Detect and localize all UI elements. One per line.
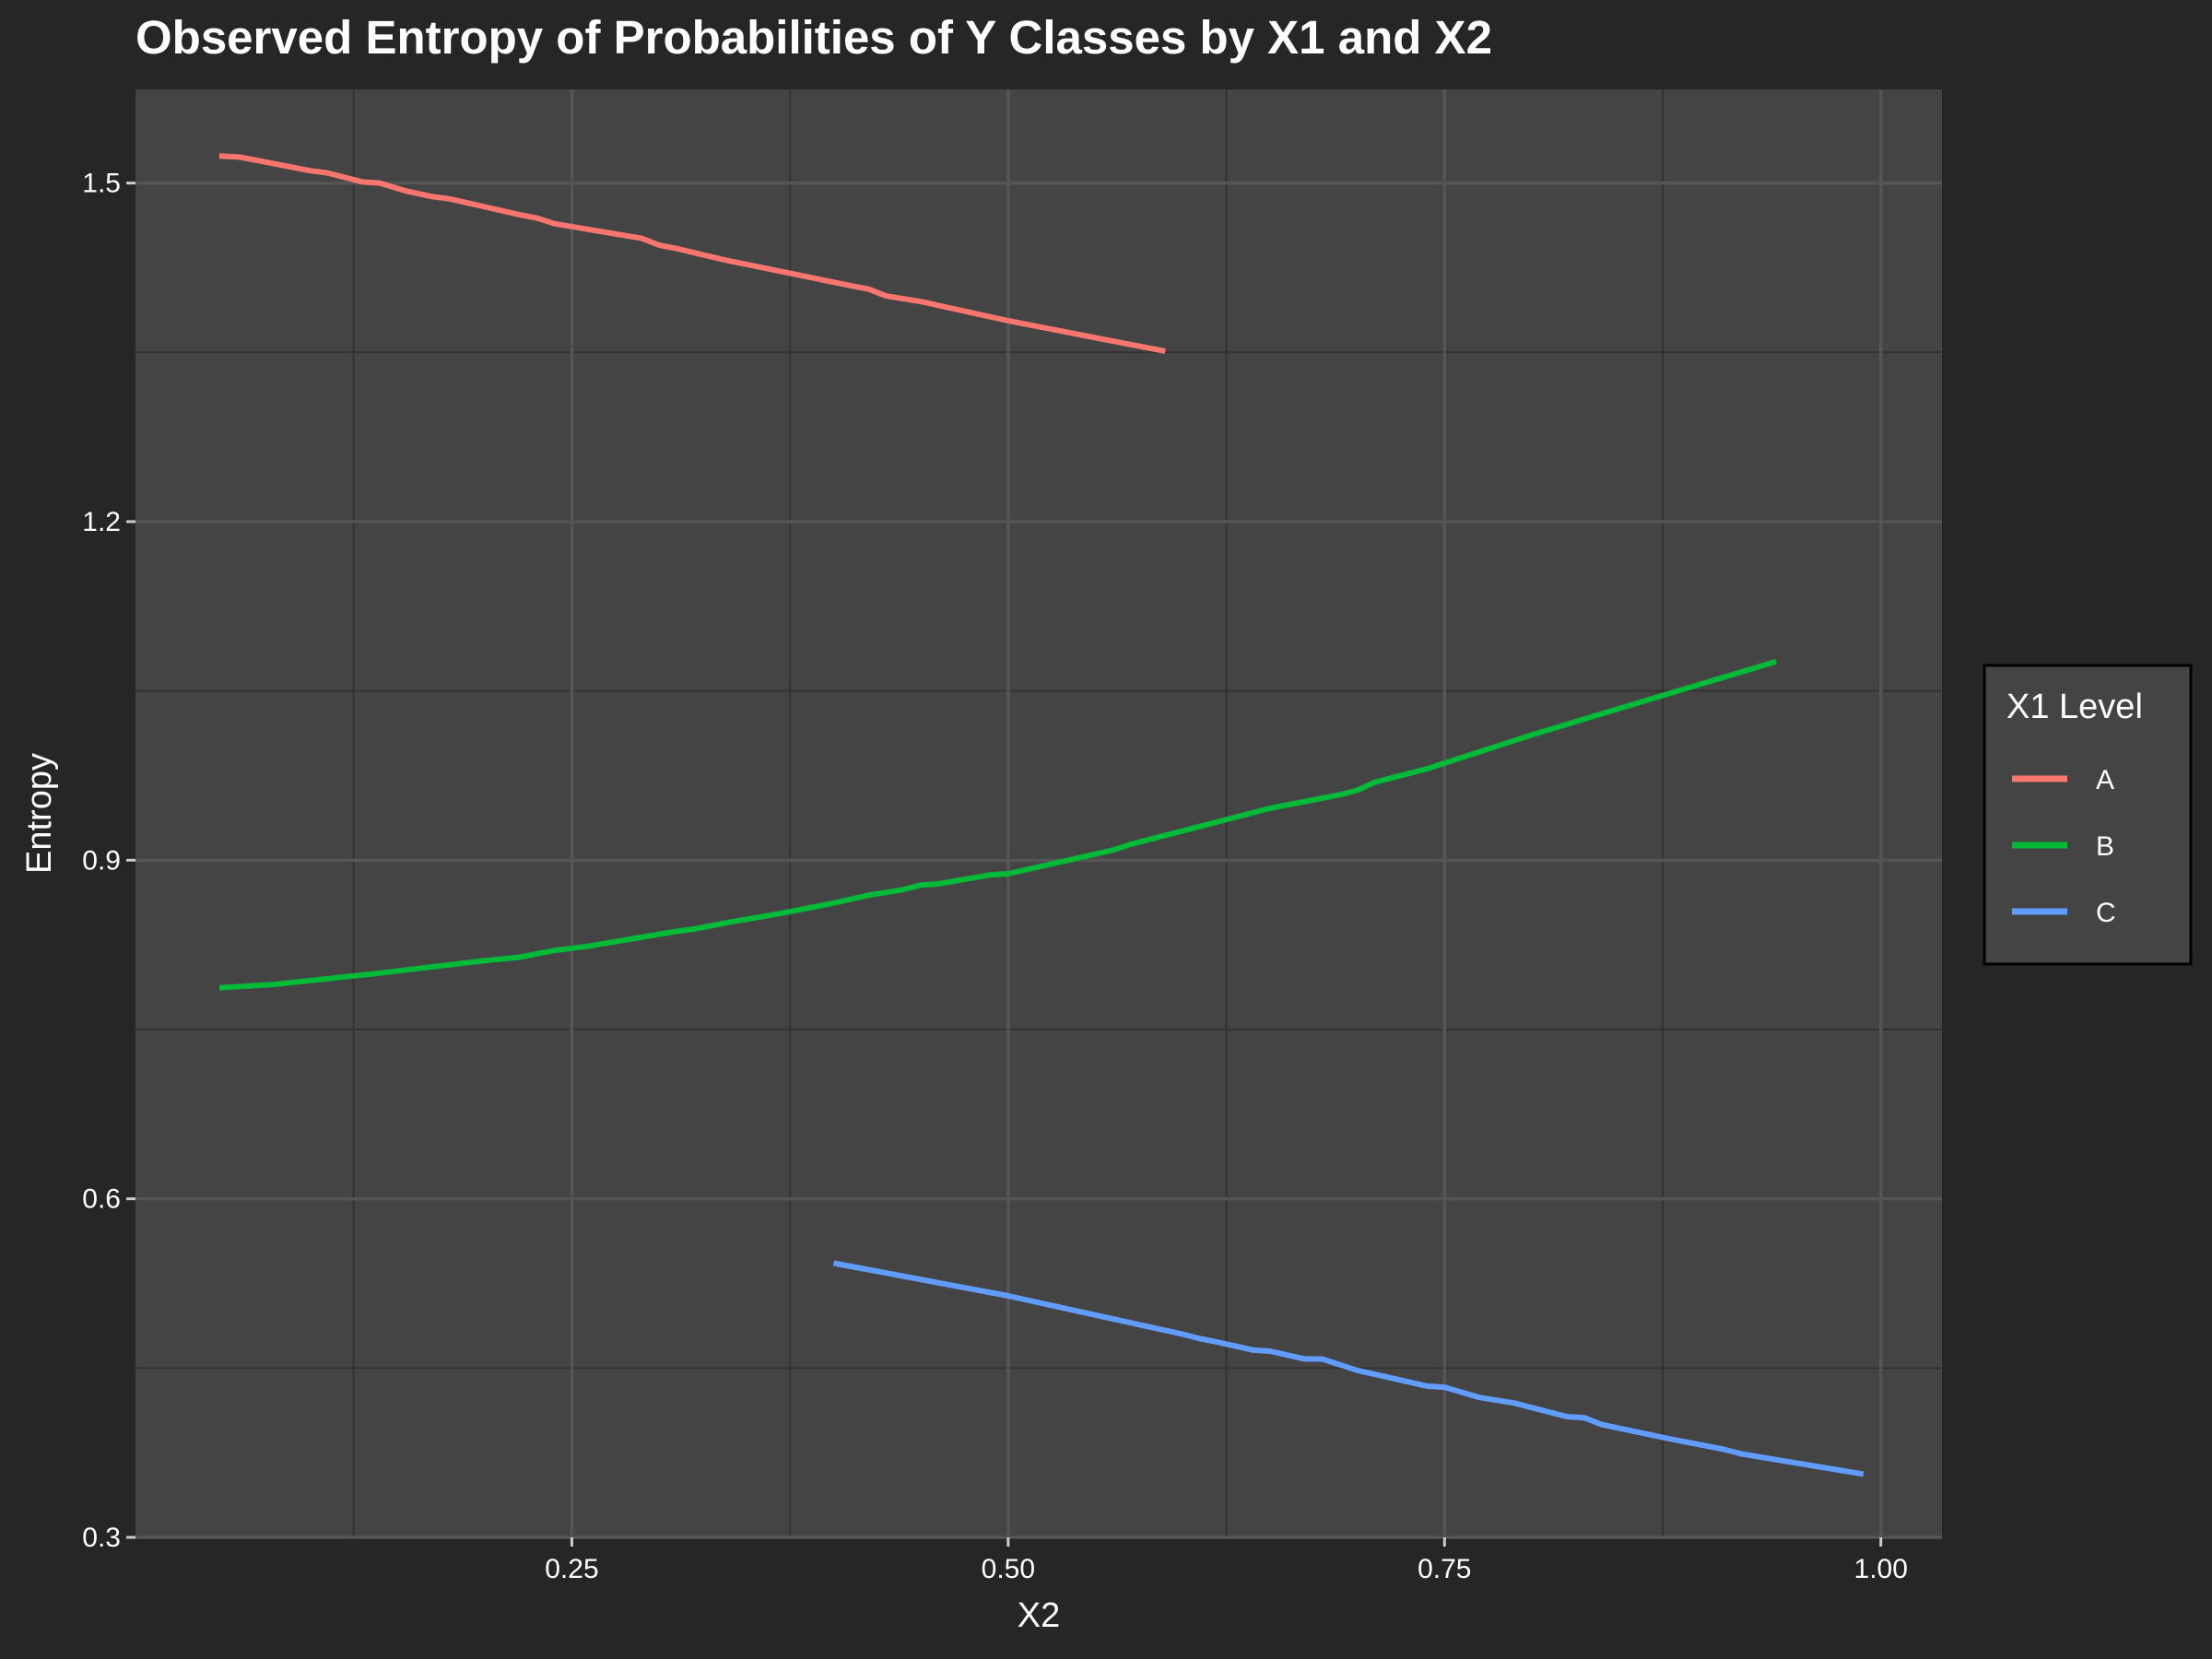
y-tick-label: 0.3 [82,1523,121,1553]
legend-title: X1 Level [2006,688,2143,726]
series-line-c [832,1260,1865,1477]
y-tick-label: 0.9 [82,845,121,876]
x-axis-title: X2 [1018,1596,1060,1635]
plot-panel [135,89,1942,1537]
grid-minor [135,89,1942,1537]
legend-label-c: C [2096,898,2116,928]
legend: X1 Level A B C [1983,664,2193,966]
x-tick-label: 0.25 [545,1554,598,1584]
y-tick-label: 1.2 [82,507,121,537]
x-tick-label: 1.00 [1854,1554,1908,1584]
x-axis: 0.25 0.50 0.75 1.00 [545,1537,1908,1584]
legend-label-a: A [2096,765,2114,795]
chart-title: Observed Entropy of Probabilities of Y C… [135,11,1492,64]
y-tick-label: 0.6 [82,1184,121,1215]
grid-major [135,89,1942,1539]
y-axis: 0.3 0.6 0.9 1.2 1.5 [82,169,135,1553]
y-axis-title: Entropy [20,753,59,874]
series-layer [218,153,1865,1477]
series-line-a [218,153,1166,355]
y-tick-label: 1.5 [82,169,121,199]
x-tick-label: 0.50 [982,1554,1035,1584]
series-line-b [218,658,1777,991]
legend-label-b: B [2096,831,2114,862]
x-tick-label: 0.75 [1418,1554,1471,1584]
